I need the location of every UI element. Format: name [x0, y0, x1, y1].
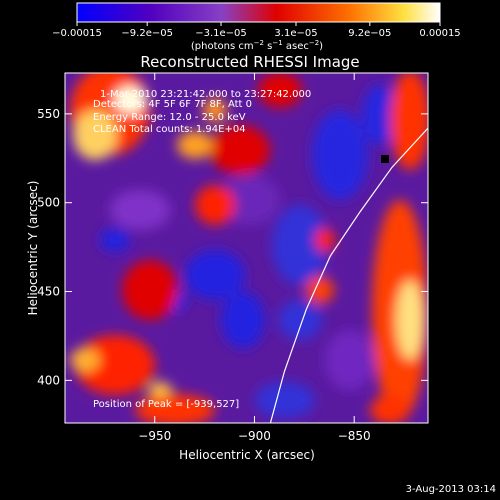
x-axis-label: Heliocentric X (arcsec) [179, 448, 315, 462]
y-tick-label: 500 [37, 196, 60, 210]
y-tick-label: 400 [37, 373, 60, 387]
limb-line [269, 127, 428, 423]
colorbar-tick-label: 0.00015 [419, 28, 460, 39]
annotation-detectors: Detectors: 4F 5F 6F 7F 8F, Att 0 [93, 99, 252, 110]
colorbar [76, 2, 441, 23]
plot-frame [64, 72, 429, 424]
annotation-peak: Position of Peak = [-939,527] [93, 399, 239, 410]
annotation-time: 1-Mar-2010 23:21:42.000 to 23:27:42.000 [100, 89, 311, 100]
y-axis-label: Heliocentric Y (arcsec) [26, 181, 40, 316]
image-map [65, 73, 428, 423]
colorbar-tick-label: −9.2e−05 [121, 28, 173, 39]
colorbar-unit-label: (photons cm−2 s−1 asec−2) [191, 39, 323, 52]
y-tick-label: 550 [37, 107, 60, 121]
colorbar-tick-label: 9.2e−05 [348, 28, 391, 39]
y-tick-label: 450 [37, 285, 60, 299]
x-tick-label: −950 [138, 429, 171, 443]
x-axis-ticks: −950 −900 −850 [138, 73, 371, 443]
x-tick-label: −850 [338, 429, 371, 443]
peak-marker [381, 155, 389, 163]
colorbar-ticks: −0.00015 −9.2e−05 −3.1e−05 3.1e−05 9.2e−05 0.… [52, 22, 461, 39]
colorbar-tick-label: −3.1e−05 [195, 28, 247, 39]
x-tick-label: −900 [238, 429, 271, 443]
colorbar-tick-label: −0.00015 [52, 28, 102, 39]
colorbar-tick-label: 3.1e−05 [274, 28, 317, 39]
y-axis-ticks: 400 450 500 550 [37, 107, 428, 387]
annotation-counts: CLEAN Total counts: 1.94E+04 [93, 124, 246, 135]
date-stamp: 3-Aug-2013 03:14 [406, 484, 496, 495]
annotation-energy: Energy Range: 12.0 - 25.0 keV [93, 112, 246, 123]
chart-title: Reconstructed RHESSI Image [140, 53, 359, 71]
